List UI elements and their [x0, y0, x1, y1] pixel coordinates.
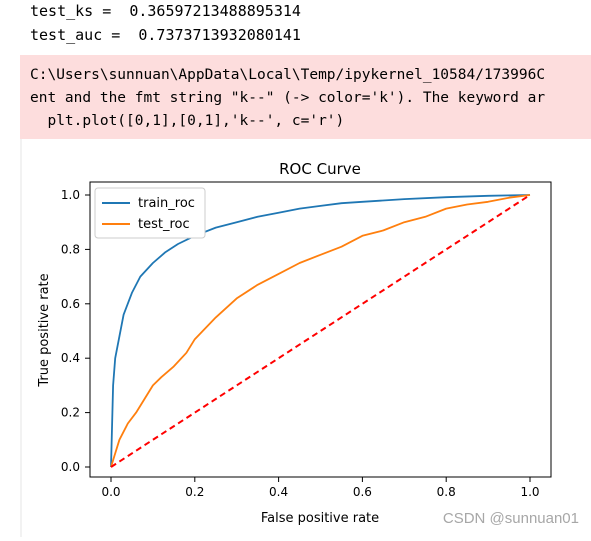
- x-tick-label: 0.6: [353, 485, 372, 499]
- x-tick-label: 0.0: [101, 485, 120, 499]
- y-tick-label: 1.0: [61, 188, 80, 202]
- x-tick-label: 1.0: [520, 485, 539, 499]
- series-line-train-roc: [110, 194, 531, 468]
- legend-box: [94, 187, 206, 239]
- legend-label-test: test_roc: [138, 217, 190, 232]
- plot-area-frame: [89, 181, 552, 478]
- warning-line-1: C:\Users\sunnuan\AppData\Local\Temp/ipyk…: [30, 67, 546, 83]
- roc-plot-figure: ROC Curve 0.0 0.2 0.4 0.6 0.8 1.0 0.0 0.2 0.4 0.6…: [0, 150, 591, 537]
- x-tick-label: 0.8: [437, 485, 456, 499]
- watermark: CSDN @sunnuan01: [442, 510, 579, 527]
- series-line-diagonal: [110, 194, 531, 468]
- warning-line-2: ent and the fmt string "k--" (-> color='…: [30, 90, 546, 106]
- warning-line-3: plt.plot([0,1],[0,1],'k--', c='r'): [30, 113, 345, 129]
- y-axis-label: True positive rate: [37, 273, 52, 387]
- legend: train_roc test_roc: [94, 187, 206, 239]
- roc-chart: ROC Curve 0.0 0.2 0.4 0.6 0.8 1.0 0.0 0.2 0.4 0.6…: [37, 160, 552, 526]
- chart-title: ROC Curve: [279, 160, 361, 178]
- y-tick-label: 0.4: [61, 351, 80, 365]
- y-tick-label: 0.2: [61, 406, 80, 420]
- series-line-test-roc: [110, 194, 531, 468]
- test-auc-output: test_auc = 0.7373713932080141: [30, 26, 301, 44]
- y-tick-label: 0.8: [61, 242, 80, 256]
- y-tick-label: 0.0: [61, 460, 80, 474]
- x-axis-label: False positive rate: [261, 511, 379, 526]
- x-tick-label: 0.4: [269, 485, 288, 499]
- y-tick-label: 0.6: [61, 297, 80, 311]
- legend-label-train: train_roc: [138, 196, 195, 211]
- cell-output: test_ks = 0.36597213488895314 test_auc =…: [30, 0, 591, 50]
- test-ks-output: test_ks = 0.36597213488895314: [30, 2, 301, 20]
- warning-stderr-box: C:\Users\sunnuan\AppData\Local\Temp/ipyk…: [20, 55, 591, 139]
- cell-gutter: [20, 139, 22, 537]
- x-tick-label: 0.2: [185, 485, 204, 499]
